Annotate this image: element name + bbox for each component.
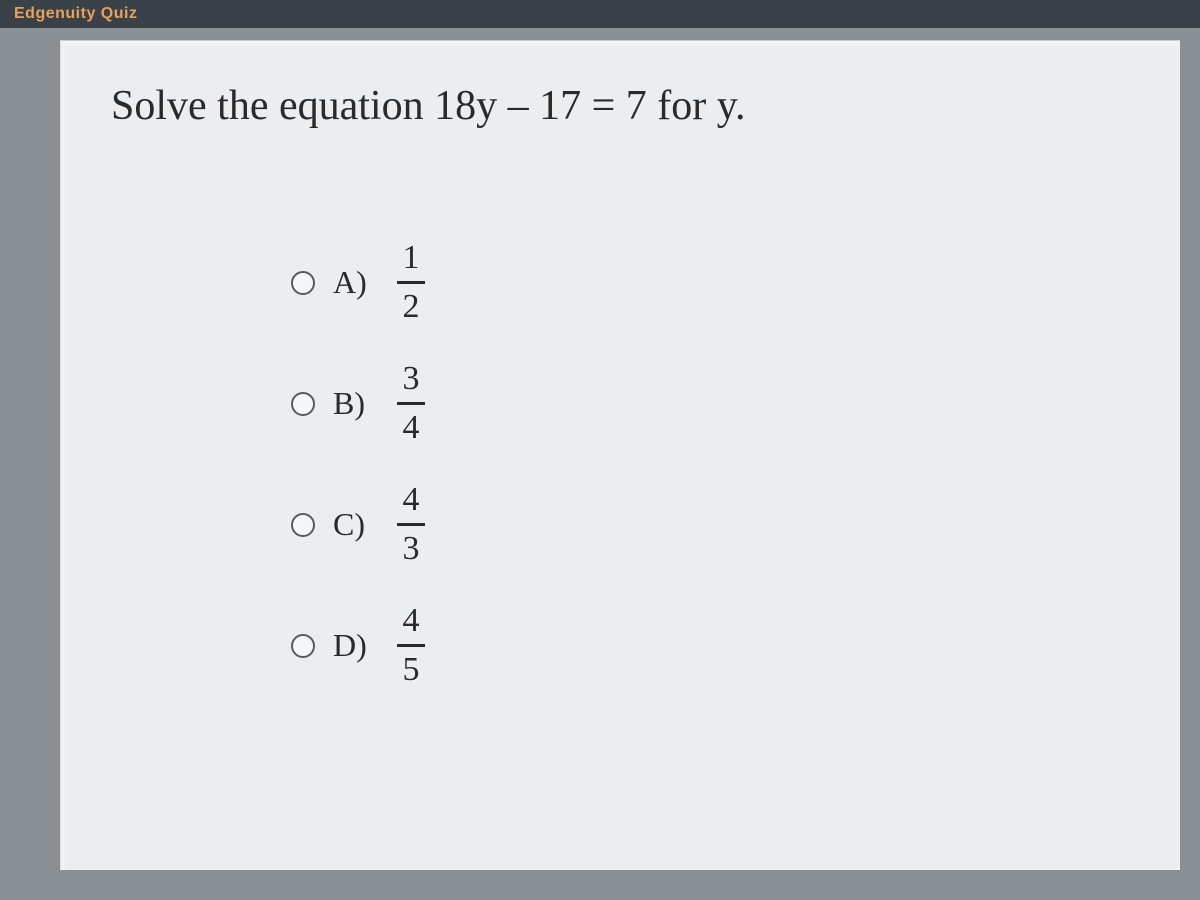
radio-icon[interactable] [291,271,315,295]
fraction-bar [397,402,425,405]
option-fraction: 4 3 [397,483,425,566]
fraction-denominator: 2 [403,286,420,324]
option-a[interactable]: A) 1 2 [291,241,1130,324]
option-letter: A) [333,264,373,301]
radio-icon[interactable] [291,513,315,537]
fraction-numerator: 1 [403,241,420,279]
fraction-numerator: 4 [403,483,420,521]
option-d[interactable]: D) 4 5 [291,604,1130,687]
fraction-denominator: 3 [403,528,420,566]
fraction-bar [397,281,425,284]
fraction-bar [397,644,425,647]
option-letter: B) [333,385,373,422]
option-letter: D) [333,627,373,664]
fraction-denominator: 4 [403,407,420,445]
quiz-panel: Solve the equation 18y – 17 = 7 for y. A… [60,40,1180,870]
fraction-bar [397,523,425,526]
fraction-numerator: 3 [403,362,420,400]
option-b[interactable]: B) 3 4 [291,362,1130,445]
option-fraction: 4 5 [397,604,425,687]
option-fraction: 3 4 [397,362,425,445]
radio-icon[interactable] [291,392,315,416]
option-letter: C) [333,506,373,543]
option-fraction: 1 2 [397,241,425,324]
question-prompt: Solve the equation 18y – 17 = 7 for y. [111,81,1130,131]
radio-icon[interactable] [291,634,315,658]
app-title: Edgenuity Quiz [14,5,137,23]
options-list: A) 1 2 B) 3 4 C) 4 3 [291,241,1130,687]
fraction-denominator: 5 [403,649,420,687]
app-header: Edgenuity Quiz [0,0,1200,28]
option-c[interactable]: C) 4 3 [291,483,1130,566]
fraction-numerator: 4 [403,604,420,642]
